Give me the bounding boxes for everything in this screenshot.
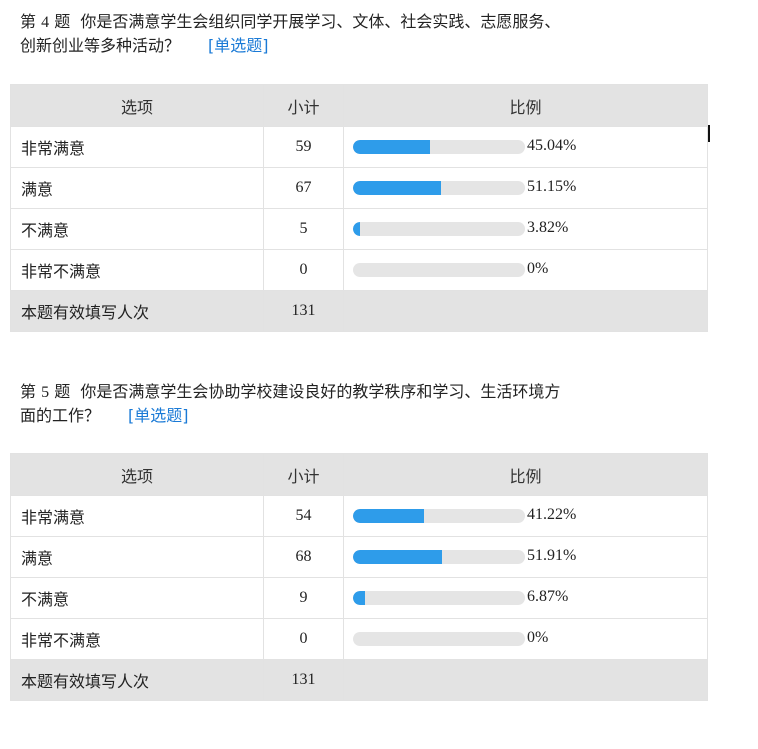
option-label: 不满意: [10, 577, 264, 619]
option-count: 67: [263, 167, 344, 209]
option-label: 非常不满意: [10, 249, 264, 291]
percent-label: 51.91%: [527, 547, 577, 564]
total-count: 131: [263, 290, 344, 332]
progress-bar-track: [353, 509, 525, 523]
ratio-cell: 3.82%: [343, 208, 708, 250]
table-header-row: 选项 小计 比例: [10, 84, 708, 127]
option-label: 满意: [10, 167, 264, 209]
progress-bar-fill: [353, 509, 424, 523]
table-row: 满意 68 51.91%: [10, 536, 708, 578]
question-title: 第 4 题 你是否满意学生会组织同学开展学习、文体、社会实践、志愿服务、 创新创…: [20, 10, 700, 57]
percent-label: 45.04%: [527, 137, 577, 154]
option-label: 非常不满意: [10, 618, 264, 660]
header-count: 小计: [263, 84, 344, 127]
text-cursor-icon: [708, 125, 710, 142]
header-option: 选项: [10, 453, 264, 496]
percent-label: 0%: [527, 260, 549, 277]
question-number-suffix: 题: [54, 12, 71, 31]
ratio-cell: 45.04%: [343, 126, 708, 168]
total-count: 131: [263, 659, 344, 701]
total-row: 本题有效填写人次 131: [10, 290, 708, 332]
table-row: 非常不满意 0 0%: [10, 249, 708, 291]
progress-bar-fill: [353, 181, 441, 195]
option-count: 59: [263, 126, 344, 168]
progress-bar-fill: [353, 591, 365, 605]
percent-label: 6.87%: [527, 588, 569, 605]
progress-bar-track: [353, 632, 525, 646]
progress-bar-track: [353, 263, 525, 277]
ratio-cell: 6.87%: [343, 577, 708, 619]
ratio-cell: 0%: [343, 249, 708, 291]
table-row: 非常满意 54 41.22%: [10, 495, 708, 537]
table-header-row: 选项 小计 比例: [10, 453, 708, 496]
table-row: 满意 67 51.15%: [10, 167, 708, 209]
table-row: 不满意 5 3.82%: [10, 208, 708, 250]
header-ratio: 比例: [343, 84, 708, 127]
results-table: 选项 小计 比例 非常满意 54 41.22% 满意 68 51.91% 不满意…: [10, 453, 708, 701]
question-text-line1: 你是否满意学生会组织同学开展学习、文体、社会实践、志愿服务、: [80, 12, 561, 31]
question-type-link[interactable]: [单选题]: [208, 36, 269, 55]
question-number-prefix: 第: [20, 12, 37, 31]
progress-bar-track: [353, 181, 525, 195]
option-count: 5: [263, 208, 344, 250]
option-count: 0: [263, 249, 344, 291]
progress-bar-fill: [353, 550, 443, 564]
option-label: 不满意: [10, 208, 264, 250]
total-row: 本题有效填写人次 131: [10, 659, 708, 701]
total-empty-cell: [343, 659, 708, 701]
header-ratio: 比例: [343, 453, 708, 496]
question-text-line2: 面的工作？: [20, 406, 101, 425]
progress-bar-track: [353, 222, 525, 236]
option-label: 满意: [10, 536, 264, 578]
total-label: 本题有效填写人次: [10, 659, 264, 701]
ratio-cell: 51.91%: [343, 536, 708, 578]
question-type-link[interactable]: [单选题]: [128, 406, 189, 425]
progress-bar-fill: [353, 140, 431, 154]
results-table: 选项 小计 比例 非常满意 59 45.04% 满意 67 51.15% 不满意…: [10, 84, 708, 332]
header-count: 小计: [263, 453, 344, 496]
question-title: 第 5 题 你是否满意学生会协助学校建设良好的教学秩序和学习、生活环境方 面的工…: [20, 380, 700, 427]
percent-label: 3.82%: [527, 219, 569, 236]
percent-label: 51.15%: [527, 178, 577, 195]
option-count: 54: [263, 495, 344, 537]
total-label: 本题有效填写人次: [10, 290, 264, 332]
percent-label: 41.22%: [527, 506, 577, 523]
ratio-cell: 0%: [343, 618, 708, 660]
progress-bar-fill: [353, 222, 360, 236]
ratio-cell: 41.22%: [343, 495, 708, 537]
table-row: 非常不满意 0 0%: [10, 618, 708, 660]
table-row: 不满意 9 6.87%: [10, 577, 708, 619]
progress-bar-track: [353, 140, 525, 154]
question-number-prefix: 第: [20, 382, 37, 401]
header-option: 选项: [10, 84, 264, 127]
option-label: 非常满意: [10, 126, 264, 168]
total-empty-cell: [343, 290, 708, 332]
question-text-line2: 创新创业等多种活动？: [20, 36, 181, 55]
percent-label: 0%: [527, 629, 549, 646]
option-count: 0: [263, 618, 344, 660]
progress-bar-track: [353, 591, 525, 605]
option-count: 68: [263, 536, 344, 578]
question-number: 4: [41, 14, 50, 31]
option-count: 9: [263, 577, 344, 619]
question-text-line1: 你是否满意学生会协助学校建设良好的教学秩序和学习、生活环境方: [80, 382, 561, 401]
ratio-cell: 51.15%: [343, 167, 708, 209]
progress-bar-track: [353, 550, 525, 564]
question-number: 5: [41, 384, 50, 401]
table-row: 非常满意 59 45.04%: [10, 126, 708, 168]
question-number-suffix: 题: [54, 382, 71, 401]
option-label: 非常满意: [10, 495, 264, 537]
